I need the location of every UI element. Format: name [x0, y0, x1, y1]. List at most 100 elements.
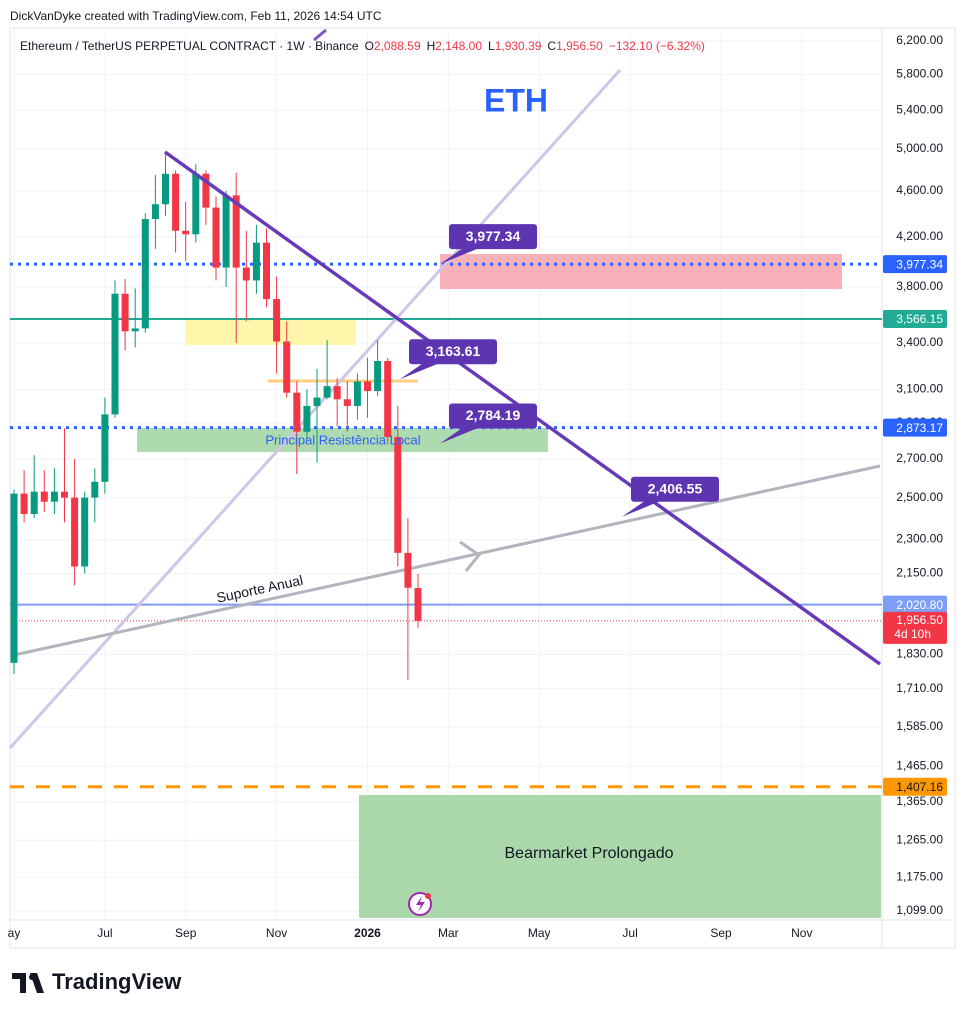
x-tick-label: Nov — [791, 926, 812, 940]
x-tick-label: Jul — [97, 926, 112, 940]
y-tick-label: 5,800.00 — [896, 67, 943, 81]
candle-body — [333, 386, 341, 400]
zone — [186, 320, 356, 345]
x-tick-label: Jul — [622, 926, 637, 940]
candle-body — [101, 414, 109, 482]
callout-box — [409, 339, 497, 365]
level-label: 2,020.80 — [896, 598, 943, 612]
y-tick-label: 1,465.00 — [896, 759, 943, 773]
x-tick-label: Sep — [175, 926, 197, 940]
level-tag — [883, 418, 947, 437]
y-tick-label: 5,400.00 — [896, 102, 943, 116]
candle-body — [303, 405, 311, 432]
countdown: 4d 10h — [894, 627, 931, 641]
candle-body — [91, 481, 99, 498]
candle-body — [404, 552, 412, 588]
y-tick-label: 4,200.00 — [896, 229, 943, 243]
x-tick-label: Mar — [438, 926, 459, 940]
arrow-head — [459, 540, 482, 572]
candle-body — [263, 242, 270, 300]
callout-pointer — [440, 427, 479, 444]
y-tick-label: 6,200.00 — [896, 33, 943, 47]
zone — [137, 428, 548, 452]
y-tick-label: 2,150.00 — [896, 566, 943, 580]
y-tick-label: 3,100.00 — [896, 382, 943, 396]
zone — [440, 254, 842, 289]
candle-body — [20, 493, 28, 514]
candle-body — [364, 381, 371, 392]
callout-label: 2,784.19 — [466, 407, 521, 423]
candle-body — [202, 173, 210, 208]
ohlc-value: 1,930.39 — [494, 39, 542, 53]
logo-mark — [29, 974, 35, 980]
trend-line — [313, 28, 327, 42]
candle-body — [384, 361, 392, 438]
legend: Ethereum / TetherUS PERPETUAL CONTRACT ·… — [20, 39, 705, 53]
brand: TradingView — [52, 969, 182, 994]
candle-body — [10, 493, 18, 663]
candle-body — [313, 397, 321, 406]
y-tick-label: 1,830.00 — [896, 647, 943, 661]
candle-body — [212, 207, 220, 268]
candle-body — [81, 497, 89, 567]
zone — [359, 795, 881, 918]
candle-body — [162, 173, 169, 205]
header: DickVanDyke created with TradingView.com… — [10, 9, 382, 23]
candle-body — [394, 437, 402, 553]
candle-body — [151, 204, 159, 220]
y-tick-label: 1,265.00 — [896, 832, 943, 846]
callout-box — [449, 224, 537, 250]
candle-body — [323, 386, 331, 398]
candle-body — [293, 392, 301, 432]
candle-body — [192, 173, 200, 235]
level-tag — [883, 777, 947, 796]
candle-body — [172, 173, 180, 231]
callout-pointer — [440, 248, 479, 265]
candle-body — [252, 242, 260, 281]
ohlc-key: C — [547, 39, 557, 53]
change: −132.10 (−6.32%) — [608, 39, 705, 53]
callout-pointer — [400, 363, 439, 380]
last-price-tag — [883, 611, 947, 644]
candle-body — [414, 588, 422, 621]
callout-label: 3,163.61 — [426, 343, 481, 359]
ohlc-key: H — [426, 39, 436, 53]
callout-pointer — [622, 500, 661, 517]
alert-icon-bolt — [416, 896, 425, 912]
y-tick-label: 1,365.00 — [896, 794, 943, 808]
callout-label: 3,977.34 — [466, 228, 521, 244]
y-tick-label: 2,700.00 — [896, 451, 943, 465]
logo-mark — [12, 973, 44, 993]
candle-body — [71, 497, 79, 567]
level-tag — [883, 595, 947, 614]
level-label: 2,873.17 — [896, 421, 943, 435]
trend-line — [13, 464, 881, 657]
y-tick-label: 1,585.00 — [896, 719, 943, 733]
y-tick-label: 2,500.00 — [896, 490, 943, 504]
candle-body — [50, 491, 58, 502]
callout-box — [631, 476, 719, 502]
x-tick-label: Nov — [266, 926, 287, 940]
candle-body — [40, 491, 48, 502]
x-tick-label: May — [528, 926, 551, 940]
ohlc-value: 2,088.59 — [373, 39, 421, 53]
y-tick-label: 2,300.00 — [896, 532, 943, 546]
y-tick-label: 1,099.00 — [896, 903, 943, 917]
alert-icon-dot — [425, 893, 431, 899]
candle-body — [242, 267, 250, 281]
candle-body — [131, 328, 139, 332]
level-label: 3,977.34 — [896, 257, 943, 271]
callout-label: 2,406.55 — [648, 480, 703, 496]
x-tick-label: Sep — [710, 926, 732, 940]
last-price-label: 1,956.50 — [896, 613, 943, 627]
ohlc-value: 1,956.50 — [556, 39, 603, 53]
level-tag — [883, 309, 947, 328]
candle-body — [121, 293, 129, 332]
level-label: 1,407.16 — [896, 780, 943, 794]
candle-body — [283, 341, 291, 393]
ohlc-key: O — [364, 39, 374, 53]
x-tick-label: 2026 — [354, 926, 381, 940]
candle-body — [141, 219, 149, 329]
